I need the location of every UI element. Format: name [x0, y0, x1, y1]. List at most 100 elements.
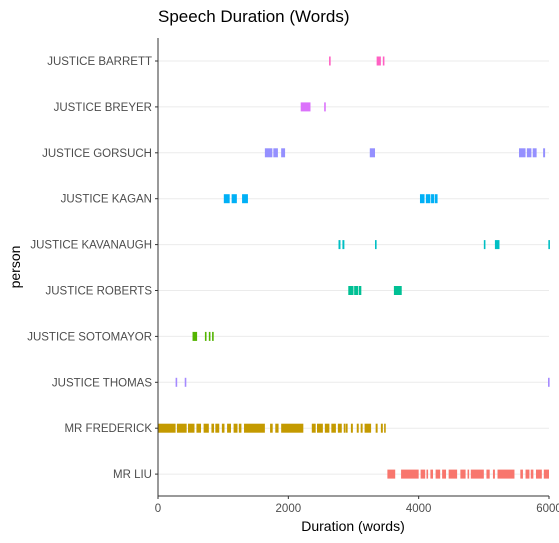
y-tick-label: JUSTICE KAGAN — [61, 194, 152, 206]
speech-segment — [324, 102, 326, 112]
speech-segment — [420, 469, 426, 479]
speech-segment — [364, 423, 372, 433]
speech-segment — [329, 56, 331, 66]
speech-segment — [203, 423, 209, 433]
speech-segment — [467, 469, 470, 479]
speech-segment — [300, 102, 311, 112]
speech-segment — [360, 423, 363, 433]
speech-segment — [244, 423, 265, 433]
speech-segment — [215, 423, 220, 433]
speech-segment — [175, 377, 178, 387]
speech-segment — [460, 469, 466, 479]
y-tick-label: MR LIU — [113, 469, 152, 481]
speech-segment — [486, 469, 490, 479]
speech-segment — [387, 469, 396, 479]
speech-segment — [270, 423, 273, 433]
speech-segment — [530, 469, 534, 479]
speech-segment — [345, 423, 348, 433]
speech-segment — [520, 469, 523, 479]
speech-segment — [342, 240, 345, 250]
speech-segment — [532, 148, 537, 158]
y-axis-title: person — [7, 246, 23, 289]
speech-segment — [492, 469, 495, 479]
speech-segment — [343, 423, 346, 433]
speech-segment — [425, 194, 431, 204]
speech-segment — [435, 469, 441, 479]
speech-segment — [223, 194, 230, 204]
x-axis-title: Duration (words) — [301, 518, 404, 534]
speech-segment — [434, 194, 438, 204]
y-tick-label: JUSTICE BARRETT — [47, 56, 152, 68]
speech-segment — [192, 331, 198, 341]
speech-segment — [535, 469, 542, 479]
speech-segment — [311, 423, 316, 433]
speech-segment — [369, 148, 376, 158]
y-tick-label: MR FREDERICK — [64, 423, 152, 435]
grid-layer — [158, 60, 549, 475]
speech-segment — [211, 423, 215, 433]
speech-segment — [281, 148, 286, 158]
speech-segment — [376, 56, 381, 66]
x-tick-label: 2000 — [276, 503, 302, 515]
marks-layer — [158, 56, 550, 479]
speech-segment — [187, 423, 195, 433]
speech-segment — [281, 423, 304, 433]
speech-segment — [430, 469, 434, 479]
speech-segment — [231, 194, 237, 204]
speech-segment — [431, 194, 435, 204]
speech-segment — [470, 469, 484, 479]
y-tick-label: JUSTICE THOMAS — [52, 377, 152, 389]
speech-segment — [375, 423, 378, 433]
speech-segment — [543, 148, 546, 158]
speech-segment — [338, 240, 341, 250]
speech-segment — [348, 286, 354, 295]
chart-title: Speech Duration (Words) — [158, 7, 350, 26]
speech-segment — [401, 469, 419, 479]
y-tick-label: JUSTICE GORSUCH — [42, 148, 152, 160]
speech-segment — [519, 148, 526, 158]
speech-segment — [242, 194, 248, 204]
speech-segment — [264, 148, 273, 158]
speech-segment — [204, 331, 207, 341]
speech-segment — [375, 240, 377, 250]
speech-segment — [497, 469, 515, 479]
speech-segment — [238, 423, 242, 433]
speech-segment — [543, 469, 549, 479]
speech-segment — [426, 469, 429, 479]
speech-segment — [384, 423, 386, 433]
y-tick-label: JUSTICE KAVANAUGH — [30, 240, 152, 252]
speech-segment — [196, 423, 202, 433]
speech-segment — [184, 377, 187, 387]
speech-segment — [273, 148, 278, 158]
x-tick-label: 4000 — [406, 503, 432, 515]
x-tick-label: 6000 — [536, 503, 559, 515]
speech-segment — [176, 423, 187, 433]
speech-segment — [380, 423, 383, 433]
y-tick-label: JUSTICE SOTOMAYOR — [27, 331, 152, 343]
x-tick-label: 0 — [155, 503, 161, 515]
x-axis: 0 2000 4000 6000 — [155, 496, 559, 515]
speech-segment — [317, 423, 323, 433]
y-tick-label: JUSTICE ROBERTS — [46, 286, 153, 298]
y-axis: JUSTICE BARRETT JUSTICE BREYER JUSTICE GOR… — [27, 56, 158, 481]
speech-segment — [442, 469, 447, 479]
speech-segment — [324, 423, 330, 433]
speech-segment — [212, 331, 214, 341]
speech-segment — [227, 423, 231, 433]
speech-segment — [350, 423, 353, 433]
speech-segment — [382, 56, 385, 66]
speech-segment — [494, 240, 500, 250]
speech-segment — [483, 240, 486, 250]
speech-segment — [526, 148, 532, 158]
speech-segment — [548, 240, 550, 250]
speech-segment — [275, 423, 279, 433]
speech-segment — [233, 423, 238, 433]
speech-segment — [358, 286, 362, 295]
speech-segment — [354, 286, 359, 295]
speech-segment — [208, 331, 211, 341]
speech-segment — [419, 194, 425, 204]
speech-segment — [448, 469, 458, 479]
y-tick-label: JUSTICE BREYER — [54, 102, 152, 114]
speech-segment — [331, 423, 336, 433]
